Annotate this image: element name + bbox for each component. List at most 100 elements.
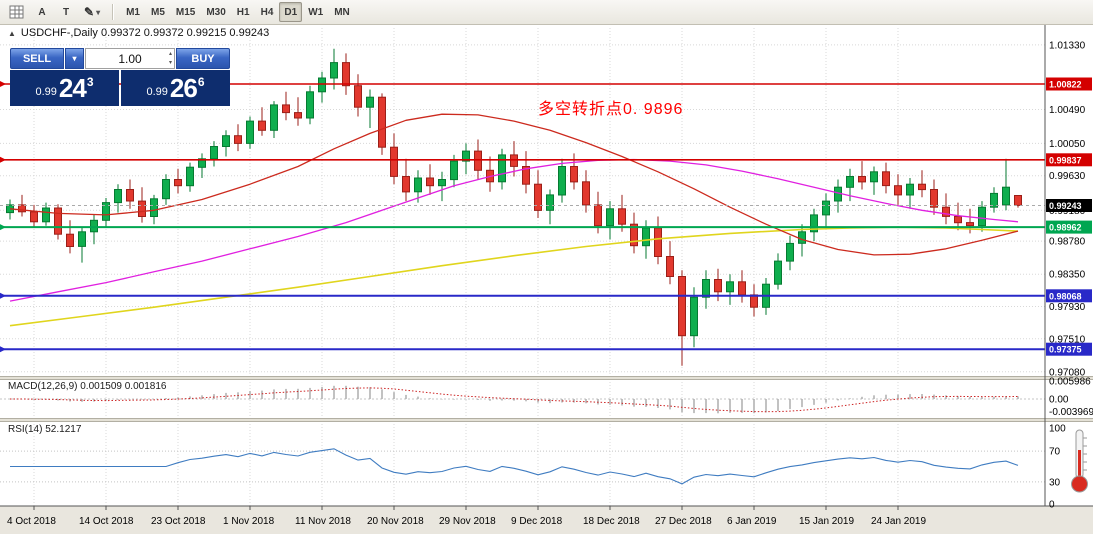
chevron-down-icon: ▾ — [72, 54, 77, 63]
price-tag — [1046, 220, 1092, 234]
candle — [162, 179, 170, 200]
candle — [678, 276, 686, 337]
candle — [318, 77, 326, 93]
hline-left-marker — [0, 346, 6, 353]
date-label: 6 Jan 2019 — [727, 516, 777, 527]
candle — [450, 160, 458, 181]
timeframe-button-h4[interactable]: H4 — [256, 2, 279, 22]
date-strip — [0, 506, 1093, 534]
timeframe-button-d1[interactable]: D1 — [279, 2, 303, 22]
date-label: 27 Dec 2018 — [655, 516, 712, 527]
candle — [222, 135, 230, 147]
candle — [810, 214, 818, 233]
timeframe-button-mn[interactable]: MN — [329, 2, 355, 22]
order-type-dropdown[interactable]: ▾ — [65, 48, 84, 69]
candle — [822, 200, 830, 216]
pane-divider — [0, 418, 1093, 422]
candle — [126, 189, 134, 202]
candle — [78, 231, 86, 247]
chart-grid-icon-button[interactable] — [4, 2, 29, 22]
chart-toolbar: A T ✎ ▾ M1 M5 M15 M30 H1 H4 D1 W1 MN — [0, 0, 1093, 25]
price-tag-label: 0.99243 — [1049, 201, 1082, 211]
grid-layer — [0, 28, 1045, 506]
candle — [42, 207, 50, 223]
candle — [114, 189, 122, 204]
candle — [18, 204, 26, 213]
candle — [954, 216, 962, 224]
price-axis-label: 1.00050 — [1049, 139, 1086, 150]
volume-down-button[interactable]: ▾ — [168, 60, 172, 66]
price-axis-label: 0.98780 — [1049, 237, 1086, 248]
timeframe-button-m1[interactable]: M1 — [121, 2, 145, 22]
candle — [234, 135, 242, 144]
timeframe-button-m5[interactable]: M5 — [146, 2, 170, 22]
candle — [714, 279, 722, 293]
candle — [522, 166, 530, 185]
candle — [870, 171, 878, 183]
symbol-header: ▲ USDCHF-,Daily 0.99372 0.99372 0.99215 … — [8, 27, 269, 39]
rsi-layer — [0, 448, 1045, 485]
sell-button[interactable]: SELL — [10, 48, 64, 69]
price-tag-label: 0.98962 — [1049, 223, 1082, 233]
candle — [66, 233, 74, 247]
timeframe-buttons: M1 M5 M15 M30 H1 H4 D1 W1 MN — [121, 2, 355, 22]
buy-price-display[interactable]: 0.99 26 6 — [121, 70, 230, 106]
symbol-ohlc-text: USDCHF-,Daily 0.99372 0.99372 0.99215 0.… — [20, 27, 270, 39]
volume-field[interactable]: 1.00 ▴ ▾ — [85, 48, 175, 69]
candle — [534, 183, 542, 211]
date-label: 15 Jan 2019 — [799, 516, 854, 527]
candle — [630, 223, 638, 247]
price-tag-label: 0.99837 — [1049, 155, 1082, 165]
timeframe-button-w1[interactable]: W1 — [303, 2, 328, 22]
text-label-t-button[interactable]: T — [55, 2, 77, 22]
candle — [978, 206, 986, 227]
price-axis-label: 1.01330 — [1049, 40, 1086, 51]
draw-tools-button[interactable]: ✎ ▾ — [79, 2, 105, 22]
sell-price-sup: 3 — [86, 75, 94, 89]
candle — [654, 227, 662, 257]
candle — [738, 281, 746, 296]
hline-left-marker — [0, 292, 6, 299]
timeframe-button-m15[interactable]: M15 — [171, 2, 200, 22]
timeframe-button-m30[interactable]: M30 — [201, 2, 230, 22]
volume-value: 1.00 — [118, 51, 142, 66]
candle — [618, 208, 626, 225]
price-axis-label: 0.98350 — [1049, 270, 1086, 281]
macd-signal-line — [10, 387, 1019, 413]
pane-divider — [0, 376, 1093, 380]
hline-left-marker — [0, 224, 6, 231]
sell-price-display[interactable]: 0.99 24 3 — [10, 70, 119, 106]
rsi-axis-label: 70 — [1049, 447, 1061, 458]
candle — [858, 176, 866, 183]
candle — [258, 120, 266, 131]
timeframe-button-h1[interactable]: H1 — [232, 2, 255, 22]
candle — [198, 158, 206, 168]
volume-up-button[interactable]: ▴ — [168, 51, 172, 57]
rsi-axis-label: 30 — [1049, 477, 1061, 488]
price-axis[interactable]: 1.013301.004901.000500.996300.991800.987… — [0, 24, 1093, 511]
candle — [570, 166, 578, 183]
candle — [210, 146, 218, 160]
buy-button[interactable]: BUY — [176, 48, 230, 69]
panel-collapse-triangle-icon[interactable]: ▲ — [8, 28, 16, 38]
candle — [642, 227, 650, 247]
candle — [918, 183, 926, 191]
price-tag — [1046, 77, 1092, 91]
date-label: 24 Jan 2019 — [871, 516, 926, 527]
price-axis-label: 0.97510 — [1049, 334, 1086, 345]
candle — [846, 176, 854, 188]
text-label-a-button[interactable]: A — [31, 2, 53, 22]
candle — [582, 181, 590, 206]
price-tag-label: 1.00822 — [1049, 80, 1082, 90]
chart-root: 1.013301.004901.000500.996300.991800.987… — [0, 24, 1093, 534]
date-label: 18 Dec 2018 — [583, 516, 640, 527]
candle — [894, 185, 902, 196]
date-axis[interactable]: 4 Oct 2018 14 Oct 2018 23 Oct 2018 1 Nov 20… — [7, 506, 926, 527]
toolbar-separator — [112, 4, 115, 20]
rsi-axis-label: 100 — [1049, 424, 1066, 435]
price-tag-label: 0.97375 — [1049, 345, 1082, 355]
candle — [282, 104, 290, 114]
candle — [1002, 186, 1010, 206]
price-axis-label: 0.99630 — [1049, 171, 1086, 182]
price-tag — [1046, 153, 1092, 167]
